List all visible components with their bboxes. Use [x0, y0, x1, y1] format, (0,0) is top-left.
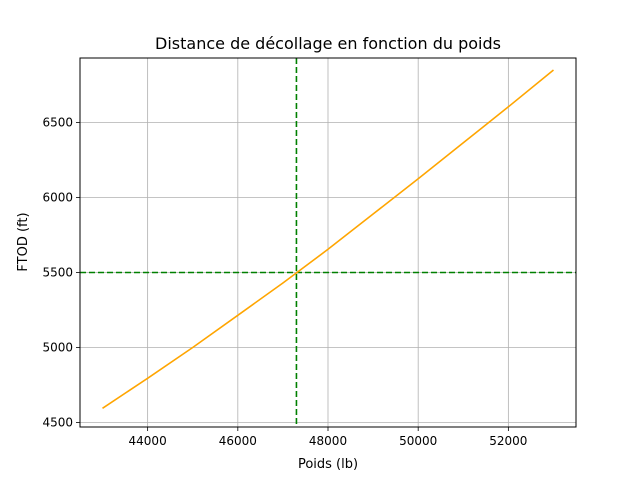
grid — [80, 58, 576, 427]
x-tick-label: 44000 — [129, 434, 167, 448]
series-layer — [102, 69, 555, 409]
x-tick-label: 48000 — [309, 434, 347, 448]
y-tick-label: 4500 — [42, 416, 73, 430]
y-tick-label: 6000 — [42, 191, 73, 205]
chart-title: Distance de décollage en fonction du poi… — [155, 34, 501, 53]
y-tick-label: 5000 — [42, 341, 73, 355]
y-tick-label: 6500 — [42, 116, 73, 130]
y-axis: 4500 5000 5500 6000 6500 — [42, 116, 80, 430]
reference-lines — [80, 58, 576, 427]
series-line — [102, 69, 555, 409]
x-tick-label: 52000 — [489, 434, 527, 448]
x-tick-label: 46000 — [219, 434, 257, 448]
y-tick-label: 5500 — [42, 266, 73, 280]
x-tick-label: 50000 — [399, 434, 437, 448]
x-axis: 44000 46000 48000 50000 52000 — [129, 427, 527, 448]
x-axis-label: Poids (lb) — [298, 457, 358, 472]
y-axis-label: FTOD (ft) — [16, 212, 31, 271]
